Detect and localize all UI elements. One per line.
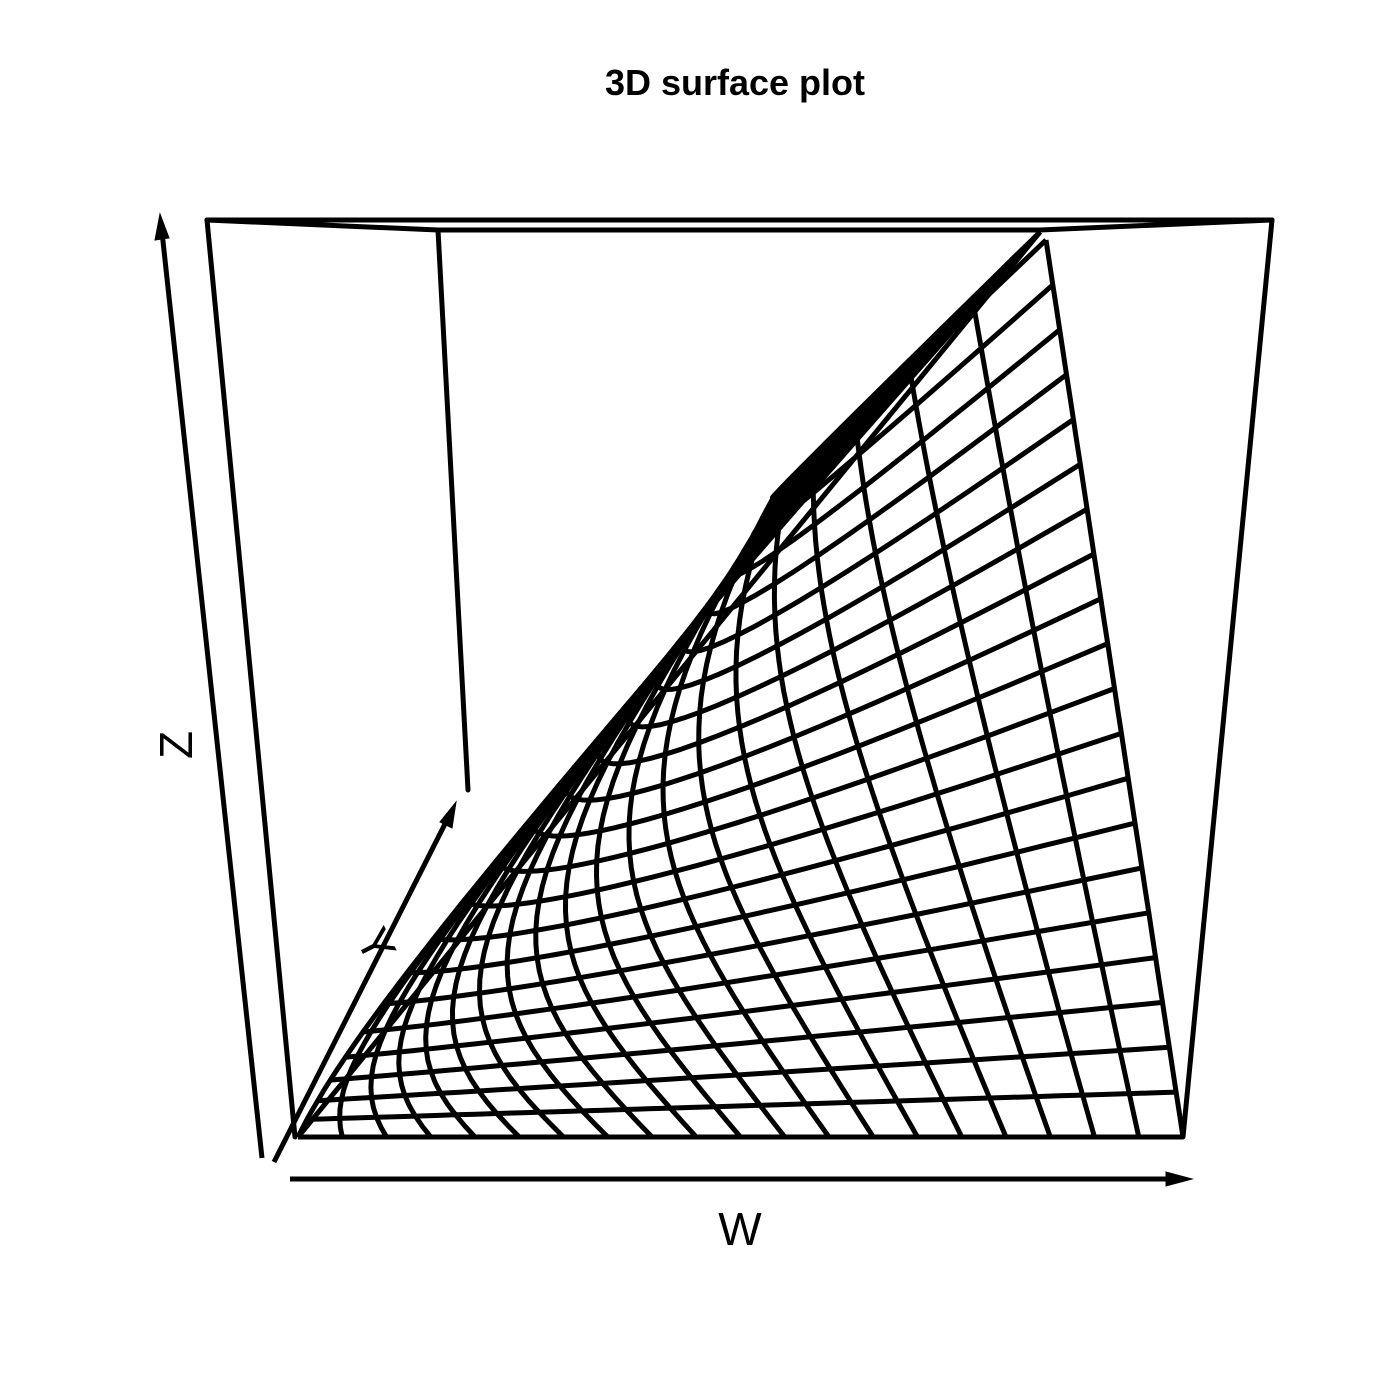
surface-diagonal-edge — [296, 230, 1042, 1139]
w-axis: W — [290, 1171, 1194, 1255]
surface-mesh — [295, 229, 1186, 1140]
mesh-column-line — [852, 421, 1053, 1138]
bounding-box — [204, 217, 1275, 1140]
box-edge-back-vertical — [435, 227, 471, 793]
chart-title: 3D surface plot — [605, 62, 865, 103]
mesh-column-line — [1043, 239, 1186, 1138]
box-edge-back-top — [204, 217, 1275, 233]
mesh-column-line — [810, 460, 1009, 1138]
w-axis-label: W — [718, 1203, 762, 1255]
z-axis-label: Z — [150, 731, 202, 759]
mesh-column-line — [626, 455, 814, 1139]
mesh-row-line — [317, 1044, 1170, 1104]
mesh-row-line — [706, 372, 1069, 617]
mesh-column-line — [971, 308, 1142, 1138]
box-edge-right — [1180, 217, 1275, 1140]
y-axis-arrow — [271, 816, 451, 1164]
mesh-column-line — [733, 496, 920, 1139]
mesh-column-line — [396, 242, 1030, 1139]
z-axis-arrowhead — [154, 212, 170, 241]
mesh-column-line — [907, 369, 1097, 1138]
z-axis-arrow — [159, 231, 265, 1159]
mesh-column-line — [771, 485, 965, 1139]
z-axis: Z — [150, 212, 265, 1159]
mesh-column-line — [660, 479, 832, 1139]
y-axis: Y — [271, 800, 457, 1164]
mesh-row-line — [654, 462, 1082, 692]
y-axis-arrowhead — [439, 800, 457, 829]
mesh-row-line — [306, 1089, 1177, 1122]
box-edge-left — [204, 217, 298, 1140]
w-axis-arrowhead — [1165, 1171, 1194, 1187]
